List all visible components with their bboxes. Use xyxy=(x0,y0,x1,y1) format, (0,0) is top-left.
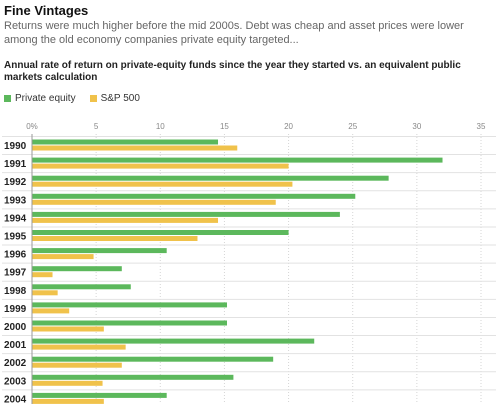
category-label: 2000 xyxy=(4,322,27,333)
category-label: 1998 xyxy=(4,286,27,297)
legend-item-private-equity: Private equity xyxy=(4,93,76,104)
category-label: 2004 xyxy=(4,394,27,405)
bar-sp500 xyxy=(32,163,289,169)
category-label: 1992 xyxy=(4,177,27,188)
x-tick-label: 35 xyxy=(477,122,486,131)
chart-title: Annual rate of return on private-equity … xyxy=(4,60,461,83)
x-tick-label: 5 xyxy=(94,122,99,131)
category-label: 1996 xyxy=(4,250,27,261)
legend-label-sp500: S&P 500 xyxy=(100,93,140,104)
legend-swatch-private-equity xyxy=(4,95,11,102)
page-title: Fine Vintages xyxy=(4,3,89,18)
legend-swatch-sp500 xyxy=(89,95,97,102)
legend-item-sp500: S&P 500 xyxy=(89,93,140,104)
category-label: 1990 xyxy=(4,141,27,152)
bar-private-equity xyxy=(32,211,340,217)
bar-sp500 xyxy=(32,326,104,332)
bar-private-equity xyxy=(32,338,315,344)
x-tick-label: 0% xyxy=(26,122,38,131)
bar-sp500 xyxy=(32,145,238,151)
bar-sp500 xyxy=(32,344,126,350)
bar-sp500 xyxy=(32,272,53,278)
bar-sp500 xyxy=(32,199,276,205)
bar-private-equity xyxy=(32,356,274,362)
category-label: 2001 xyxy=(4,340,27,351)
bar-private-equity xyxy=(32,157,443,163)
bar-sp500 xyxy=(32,217,219,223)
bar-sp500 xyxy=(32,254,94,260)
bar-sp500 xyxy=(32,308,70,314)
bar-private-equity xyxy=(32,248,167,254)
category-label: 1991 xyxy=(4,159,27,170)
bar-sp500 xyxy=(32,236,198,241)
category-label: 1995 xyxy=(4,232,27,243)
category-label: 2002 xyxy=(4,358,27,369)
category-label: 1999 xyxy=(4,304,27,315)
bar-sp500 xyxy=(32,380,103,386)
bar-sp500 xyxy=(32,362,122,368)
bar-sp500 xyxy=(32,398,104,404)
bar-private-equity xyxy=(32,139,219,145)
x-tick-label: 20 xyxy=(284,122,293,131)
bar-private-equity xyxy=(32,230,289,235)
x-tick-label: 25 xyxy=(348,122,357,131)
bar-sp500 xyxy=(32,181,293,187)
bar-private-equity xyxy=(32,374,234,380)
page-subtitle: Returns were much higher before the mid … xyxy=(4,20,464,46)
bar-private-equity xyxy=(32,193,356,199)
x-tick-label: 30 xyxy=(412,122,421,131)
bar-private-equity xyxy=(32,266,122,272)
bar-private-equity xyxy=(32,302,227,308)
category-label: 2003 xyxy=(4,376,27,387)
bar-sp500 xyxy=(32,290,58,296)
bar-private-equity xyxy=(32,320,227,326)
chart-legend: Private equity S&P 500 xyxy=(4,93,154,104)
bar-private-equity xyxy=(32,392,167,398)
bar-private-equity xyxy=(32,175,389,181)
bar-private-equity xyxy=(32,284,131,290)
category-label: 1997 xyxy=(4,268,27,279)
category-label: 1994 xyxy=(4,213,27,224)
x-tick-label: 10 xyxy=(156,122,165,131)
x-tick-label: 15 xyxy=(220,122,229,131)
category-label: 1993 xyxy=(4,195,27,206)
legend-label-private-equity: Private equity xyxy=(15,93,76,104)
